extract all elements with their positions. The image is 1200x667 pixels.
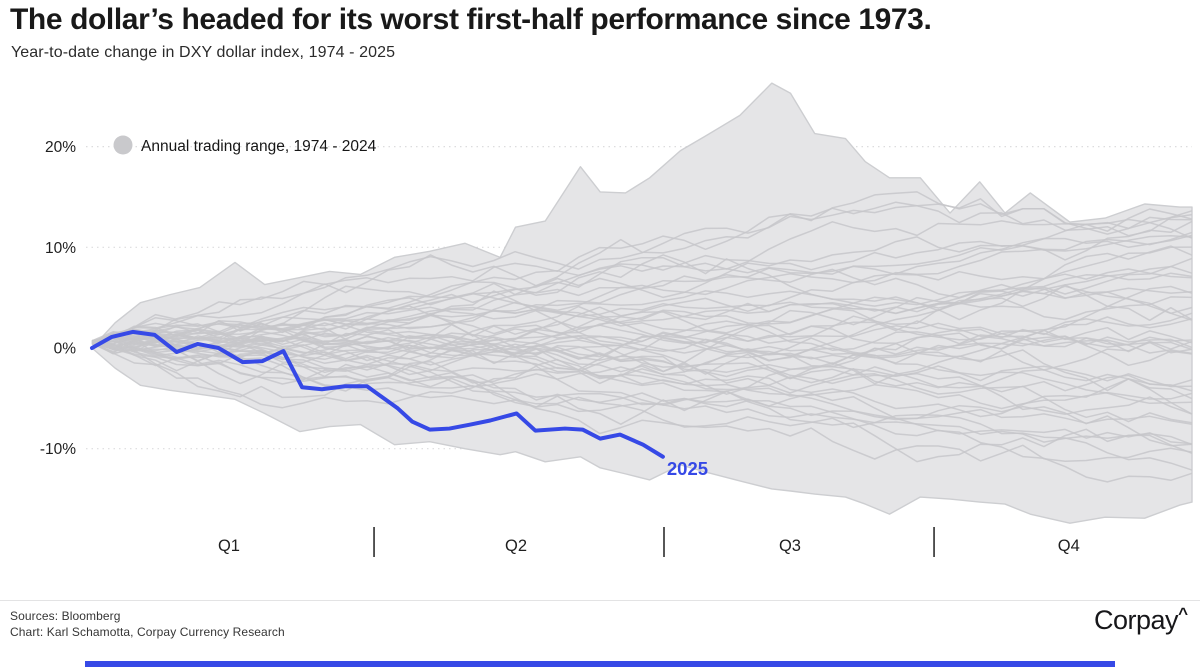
history-line (91, 340, 1193, 418)
history-line (91, 332, 1193, 395)
footer-divider (0, 600, 1200, 601)
y-axis-tick-label: 10% (45, 240, 76, 257)
history-line (91, 312, 1193, 357)
corpay-logo: Corpay^ (1094, 604, 1188, 636)
history-line (91, 340, 1193, 471)
history-line (91, 342, 1193, 410)
history-line (91, 323, 1193, 376)
legend-swatch-dot (113, 135, 133, 155)
history-line (91, 337, 1193, 415)
history-line (91, 208, 1193, 345)
history-line (91, 235, 1193, 343)
history-line (91, 198, 1193, 343)
x-axis-quarter-label: Q3 (779, 537, 801, 555)
history-line (91, 341, 1193, 447)
history-line (91, 340, 1193, 445)
chart-canvas: 2025 20% 10% 0% -10% Q1 Q2 Q3 Q4 Annual trading r… (40, 82, 1193, 557)
y-axis-tick-label: -10% (40, 441, 76, 458)
bottom-accent-bar (85, 661, 1115, 667)
history-line (91, 341, 1193, 462)
source-line-2: Chart: Karl Schamotta, Corpay Currency R… (10, 625, 285, 639)
history-line (91, 272, 1193, 356)
y-axis-tick-label: 20% (45, 139, 76, 156)
series-2025-line (90, 329, 665, 459)
history-line (91, 234, 1193, 342)
history-line (91, 340, 1193, 463)
y-axis-tick-label: 0% (54, 341, 77, 358)
history-line (91, 191, 1193, 346)
legend-label: Annual trading range, 1974 - 2024 (141, 138, 377, 155)
history-line (91, 265, 1193, 351)
x-axis-quarter-label: Q4 (1058, 537, 1080, 555)
trading-range-band (91, 82, 1193, 524)
series-2025-label: 2025 (667, 458, 708, 479)
history-line (91, 340, 1193, 446)
x-axis-quarter-label: Q1 (218, 537, 240, 555)
history-line (91, 308, 1193, 348)
source-line-1: Sources: Bloomberg (10, 609, 121, 623)
corpay-logo-caret-icon: ^ (1178, 604, 1188, 623)
source-note: Sources: Bloomberg Chart: Karl Schamotta… (10, 608, 285, 640)
history-line (91, 330, 1193, 395)
history-line (91, 210, 1193, 344)
history-line (91, 287, 1193, 345)
page-subtitle: Year-to-date change in DXY dollar index,… (11, 44, 396, 61)
x-axis-quarter-label: Q2 (505, 537, 527, 555)
corpay-logo-text: Corpay (1094, 605, 1179, 635)
page-title: The dollar’s headed for its worst first-… (10, 3, 932, 36)
history-line (91, 245, 1193, 351)
